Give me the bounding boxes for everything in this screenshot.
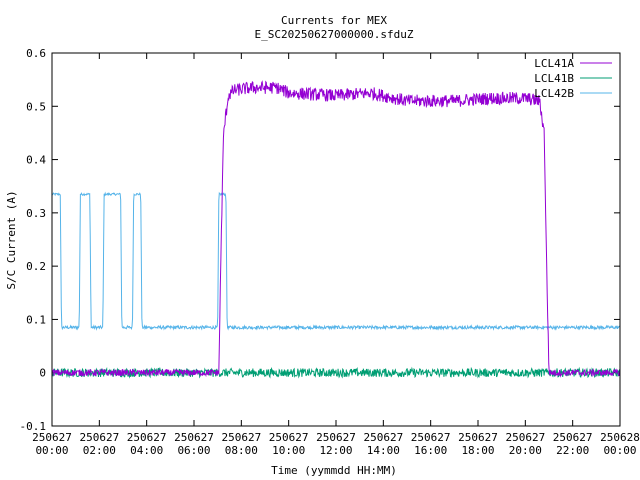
x-tick-label-time: 16:00 xyxy=(414,444,447,457)
y-tick-label: 0.5 xyxy=(26,100,46,113)
x-tick-label-date: 250627 xyxy=(221,431,261,444)
x-tick-label-time: 00:00 xyxy=(35,444,68,457)
y-tick-label: 0.4 xyxy=(26,154,46,167)
x-tick-label-date: 250627 xyxy=(363,431,403,444)
legend-label: LCL42B xyxy=(534,87,574,100)
series-line-lcl42b xyxy=(51,191,621,331)
x-tick-label-time: 10:00 xyxy=(272,444,305,457)
x-tick-label-time: 20:00 xyxy=(509,444,542,457)
x-tick-label-date: 250627 xyxy=(316,431,356,444)
y-tick-label: 0.6 xyxy=(26,47,46,60)
x-tick-label-time: 04:00 xyxy=(130,444,163,457)
x-tick-label-date: 250627 xyxy=(458,431,498,444)
legend-label: LCL41A xyxy=(534,57,574,70)
x-tick-label-date: 250627 xyxy=(79,431,119,444)
y-tick-label: 0.3 xyxy=(26,207,46,220)
x-tick-label-date: 250627 xyxy=(32,431,72,444)
y-tick-label: 0.1 xyxy=(26,313,46,326)
x-axis-label: Time (yymmdd HH:MM) xyxy=(271,464,397,477)
plot-area xyxy=(51,80,621,379)
x-tick-label-time: 22:00 xyxy=(556,444,589,457)
chart-subtitle: E_SC20250627000000.sfduZ xyxy=(255,28,414,41)
x-tick-label-date: 250627 xyxy=(505,431,545,444)
x-tick-label-date: 250627 xyxy=(174,431,214,444)
series-line-lcl41b xyxy=(51,366,621,379)
x-tick-label-time: 08:00 xyxy=(225,444,258,457)
y-axis-label: S/C Current (A) xyxy=(5,190,18,289)
plot-frame xyxy=(51,52,621,427)
x-tick-label-time: 12:00 xyxy=(319,444,352,457)
x-tick-label-time: 06:00 xyxy=(177,444,210,457)
x-tick-label-time: 02:00 xyxy=(83,444,116,457)
x-tick-label-date: 250627 xyxy=(269,431,309,444)
y-tick-label: -0.1 xyxy=(20,420,47,433)
chart-title: Currents for MEX xyxy=(281,14,387,27)
x-tick-label-time: 18:00 xyxy=(461,444,494,457)
series-line-lcl41a xyxy=(51,80,621,378)
y-tick-label: 0.2 xyxy=(26,260,46,273)
y-tick-label: 0 xyxy=(39,367,46,380)
x-tick-label-date: 250628 xyxy=(600,431,640,444)
x-tick-label-time: 00:00 xyxy=(603,444,636,457)
x-tick-label-date: 250627 xyxy=(127,431,167,444)
axis-ticks: -0.100.10.20.30.40.50.625062700:00250627… xyxy=(20,47,640,457)
x-tick-label-date: 250627 xyxy=(411,431,451,444)
legend: LCL41A LCL41B LCL42B xyxy=(534,57,612,100)
x-tick-label-date: 250627 xyxy=(553,431,593,444)
legend-label: LCL41B xyxy=(534,72,574,85)
x-tick-label-time: 14:00 xyxy=(367,444,400,457)
